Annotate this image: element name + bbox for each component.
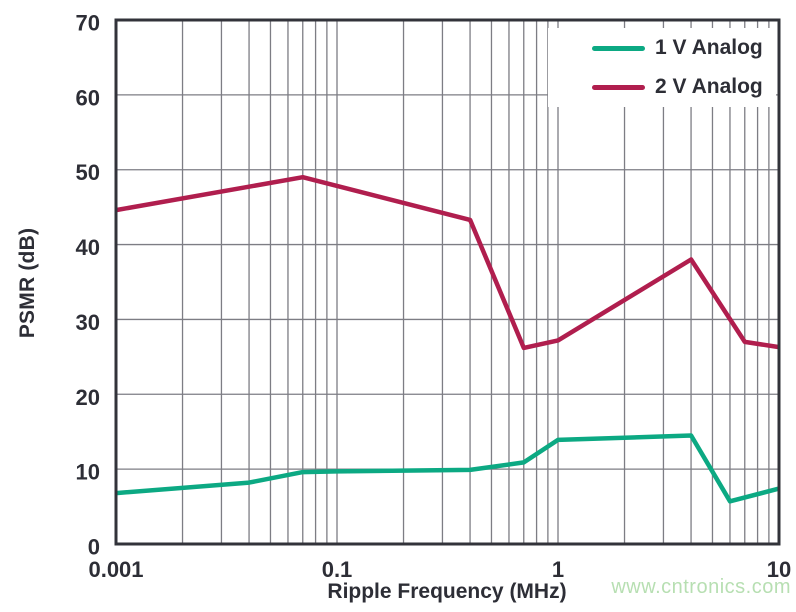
legend-swatch-1v [592, 45, 645, 51]
y-tick-label: 0 [88, 535, 100, 560]
legend: 1 V Analog 2 V Analog [548, 28, 776, 107]
y-tick-label: 40 [76, 235, 100, 260]
x-tick-label: 1 [552, 557, 564, 582]
y-tick-label: 60 [76, 85, 100, 110]
watermark: www.cntronics.com [611, 576, 791, 598]
y-axis-title: PSMR (dB) [16, 227, 39, 339]
y-tick-label: 50 [76, 160, 100, 185]
x-tick-label: 0.1 [322, 557, 353, 582]
legend-label-2v: 2 V Analog [655, 75, 763, 98]
series-line-2v-analog [115, 174, 780, 351]
legend-item-2v: 2 V Analog [592, 75, 776, 99]
plot-frame [114, 18, 781, 546]
y-tick-label: 20 [76, 385, 100, 410]
legend-item-1v: 1 V Analog [592, 36, 776, 60]
legend-label-1v: 1 V Analog [655, 36, 763, 59]
x-tick-label: 0.001 [88, 557, 143, 582]
legend-swatch-2v [592, 84, 645, 90]
y-tick-label: 70 [76, 11, 100, 36]
x-axis-title: Ripple Frequency (MHz) [327, 580, 567, 603]
y-tick-label: 10 [76, 460, 100, 485]
x-tick-label: 10 [767, 557, 791, 582]
series-line-1v-analog [115, 433, 780, 504]
y-tick-label: 30 [76, 310, 100, 335]
